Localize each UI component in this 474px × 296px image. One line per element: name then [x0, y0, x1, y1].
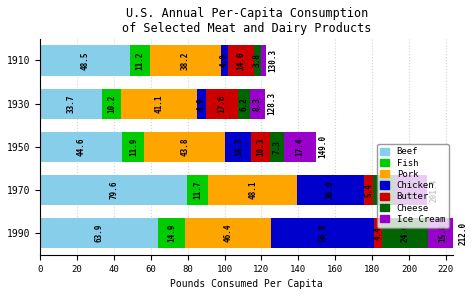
- Bar: [209, 175, 297, 205]
- Text: 201.4: 201.4: [429, 178, 438, 202]
- Text: 10.3: 10.3: [256, 138, 265, 156]
- Bar: [225, 132, 251, 162]
- Text: 24.6: 24.6: [401, 224, 410, 242]
- Text: 11.9: 11.9: [129, 138, 138, 156]
- Bar: [40, 175, 187, 205]
- Text: 14.3: 14.3: [234, 138, 243, 156]
- Text: 15.8: 15.8: [438, 224, 447, 242]
- Text: 36.0: 36.0: [326, 181, 335, 199]
- Bar: [121, 89, 197, 119]
- Bar: [284, 132, 316, 162]
- Bar: [197, 89, 206, 119]
- Text: 3.8: 3.8: [253, 54, 262, 67]
- Text: 14.9: 14.9: [167, 224, 176, 242]
- Title: U.S. Annual Per-Capita Consumption
of Selected Meat and Dairy Products: U.S. Annual Per-Capita Consumption of Se…: [122, 7, 371, 35]
- Text: 38.2: 38.2: [181, 51, 190, 70]
- Text: 128.3: 128.3: [267, 92, 276, 115]
- Bar: [122, 132, 144, 162]
- Text: 130.3: 130.3: [268, 49, 277, 72]
- Bar: [428, 218, 457, 248]
- Bar: [271, 132, 284, 162]
- Bar: [271, 218, 374, 248]
- Text: 17.6: 17.6: [218, 94, 227, 113]
- Bar: [129, 45, 150, 75]
- Text: 46.4: 46.4: [224, 224, 233, 242]
- Text: 14.0: 14.0: [237, 51, 246, 70]
- Bar: [150, 45, 221, 75]
- Bar: [40, 89, 102, 119]
- Text: 48.1: 48.1: [248, 181, 257, 199]
- Text: 4.9: 4.9: [197, 97, 206, 111]
- Text: 79.6: 79.6: [109, 181, 118, 199]
- Bar: [158, 218, 185, 248]
- Bar: [394, 175, 428, 205]
- Text: 33.7: 33.7: [67, 94, 76, 113]
- Bar: [254, 45, 261, 75]
- Text: 48.5: 48.5: [81, 51, 90, 70]
- Bar: [185, 218, 271, 248]
- Text: 7.3: 7.3: [273, 140, 282, 154]
- Text: 8.3: 8.3: [253, 97, 262, 111]
- Text: 43.8: 43.8: [180, 138, 189, 156]
- Text: 11.2: 11.2: [136, 51, 145, 70]
- Text: 11.4: 11.4: [380, 181, 389, 199]
- Text: 44.6: 44.6: [77, 138, 86, 156]
- Bar: [374, 218, 383, 248]
- Bar: [40, 132, 122, 162]
- Text: 63.9: 63.9: [95, 224, 104, 242]
- Text: 11.7: 11.7: [193, 181, 202, 199]
- Text: 212.0: 212.0: [459, 222, 468, 245]
- Bar: [40, 218, 158, 248]
- Bar: [144, 132, 225, 162]
- X-axis label: Pounds Consumed Per Capita: Pounds Consumed Per Capita: [170, 279, 323, 289]
- Bar: [228, 45, 254, 75]
- Text: 149.0: 149.0: [318, 135, 327, 158]
- Text: 41.1: 41.1: [155, 94, 164, 113]
- Bar: [383, 218, 428, 248]
- Text: 4.0: 4.0: [220, 54, 229, 67]
- Bar: [297, 175, 364, 205]
- Bar: [261, 45, 266, 75]
- Text: 4.4: 4.4: [374, 226, 383, 240]
- Text: 17.4: 17.4: [295, 138, 304, 156]
- Bar: [40, 45, 129, 75]
- Legend: Beef, Fish, Pork, Chicken, Butter, Cheese, Ice Cream: Beef, Fish, Pork, Chicken, Butter, Chees…: [377, 144, 448, 228]
- Text: 56.0: 56.0: [318, 224, 327, 242]
- Text: 17.8: 17.8: [406, 181, 415, 199]
- Bar: [374, 175, 394, 205]
- Bar: [364, 175, 374, 205]
- Bar: [251, 132, 271, 162]
- Bar: [102, 89, 121, 119]
- Text: 10.2: 10.2: [107, 94, 116, 113]
- Text: 6.2: 6.2: [239, 97, 248, 111]
- Bar: [187, 175, 209, 205]
- Text: 5.4: 5.4: [364, 183, 373, 197]
- Bar: [221, 45, 228, 75]
- Bar: [250, 89, 265, 119]
- Bar: [206, 89, 238, 119]
- Bar: [238, 89, 250, 119]
